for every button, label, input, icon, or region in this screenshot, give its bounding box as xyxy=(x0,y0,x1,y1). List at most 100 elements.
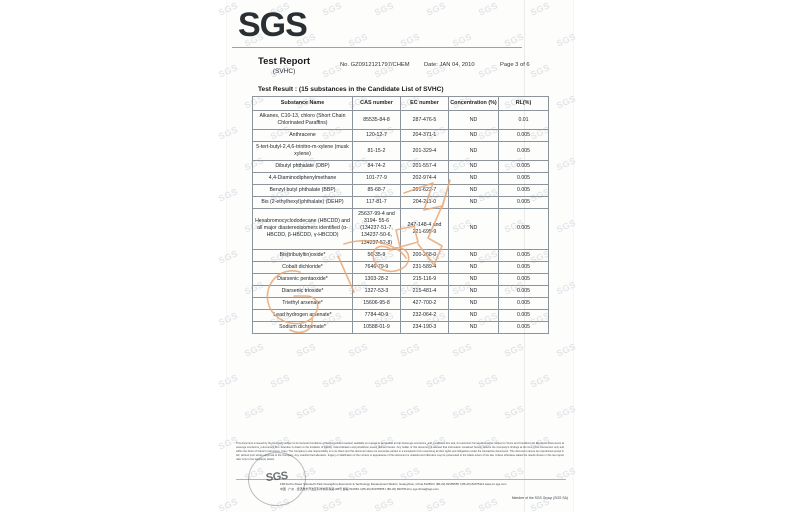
svhc-results-table: Substance Name CAS number EC number Conc… xyxy=(252,95,549,334)
cell-concentration: ND xyxy=(448,296,499,310)
table-row: Anthracene 120-12-7 204-371-1 ND 0.005 xyxy=(252,129,549,143)
watermark-text: SGS xyxy=(424,372,448,390)
column-header-rl: RL(%) xyxy=(498,95,549,112)
column-header-cas-number: CAS number xyxy=(352,95,401,112)
table-row: Sodium dichromate* 10588-01-9 234-190-3 ND 0… xyxy=(252,320,549,334)
watermark-text: SGS xyxy=(450,341,474,359)
report-title-block: Test Report (SVHC) xyxy=(258,56,310,75)
watermark-text: SGS xyxy=(372,372,396,390)
watermark-text: SGS xyxy=(502,403,526,421)
cell-concentration: ND xyxy=(448,160,499,174)
cell-cas-number: 15606-95-8 xyxy=(352,296,401,310)
cell-ec-number: 201-557-4 xyxy=(400,160,449,174)
report-subtitle: (SVHC) xyxy=(272,68,296,75)
cell-substance-name: Anthracene xyxy=(252,129,353,143)
cell-cas-number: 1303-28-2 xyxy=(352,272,401,286)
cell-ec-number: 232-064-2 xyxy=(400,308,449,322)
cell-cas-number: 101-77-9 xyxy=(352,172,401,186)
cell-concentration: ND xyxy=(448,260,499,274)
table-row: Lead hydrogen arsenate* 7784-40-9 232-064-… xyxy=(252,308,549,322)
cell-ec-number: 427-700-2 xyxy=(400,296,449,310)
cell-cas-number: 117-81-7 xyxy=(352,196,401,210)
watermark-text: SGS xyxy=(346,341,370,359)
cell-rl-value: 0.005 xyxy=(498,272,549,286)
cell-concentration: ND xyxy=(448,284,499,298)
table-header-row: Substance Name CAS number EC number Conc… xyxy=(252,95,549,112)
page-number: Page 3 of 6 xyxy=(500,62,530,68)
cell-concentration: ND xyxy=(448,110,499,131)
table-row: Dibutyl phthalate (DBP) 84-74-2 201-557-4 N… xyxy=(252,160,549,174)
cell-rl-value: 0.005 xyxy=(498,296,549,310)
cell-substance-name: Hexabromocyclododecane (HBCDD) and all m… xyxy=(252,208,353,250)
watermark-text: SGS xyxy=(502,341,526,359)
cell-rl-value: 0.005 xyxy=(498,184,549,198)
watermark-text: SGS xyxy=(216,186,240,204)
cell-rl-value: 0.005 xyxy=(498,284,549,298)
cell-substance-name: Sodium dichromate* xyxy=(252,320,353,334)
column-header-ec-number: EC number xyxy=(400,95,449,112)
cell-substance-name: Bis (2-ethylhexyl)phthalate) (DEHP) xyxy=(252,196,353,210)
cell-rl-value: 0.005 xyxy=(498,248,549,262)
watermark-text: SGS xyxy=(528,62,552,80)
watermark-text: SGS xyxy=(554,217,578,235)
cell-ec-number: 204-211-0 xyxy=(400,196,449,210)
cell-substance-name: 5-tert-butyl-2,4,6-trinitro-m-xylene (mu… xyxy=(252,141,353,162)
cell-cas-number: 120-12-7 xyxy=(352,129,401,143)
watermark-text: SGS xyxy=(528,372,552,390)
cell-concentration: ND xyxy=(448,129,499,143)
watermark-text: SGS xyxy=(398,341,422,359)
watermark-text: SGS xyxy=(320,0,344,18)
address-chinese: 中国 · 广州 · 经济技术开发区科学城科珠路198号 邮编 510663 t … xyxy=(280,486,439,491)
watermark-text: SGS xyxy=(554,403,578,421)
cell-cas-number: 81-15-2 xyxy=(352,141,401,162)
cell-cas-number: 1327-53-3 xyxy=(352,284,401,298)
cell-rl-value: 0.005 xyxy=(498,196,549,210)
address-english: 198 Kezhu Road, Scientech Park Guangzhou… xyxy=(280,482,507,486)
cell-rl-value: 0.005 xyxy=(498,172,549,186)
cell-substance-name: 4,4-Diaminodiphenylmethane xyxy=(252,172,353,186)
cell-ec-number: 202-974-4 xyxy=(400,172,449,186)
cell-ec-number: 201-622-7 xyxy=(400,184,449,198)
sgs-logo: SGS xyxy=(238,6,308,44)
cell-rl-value: 0.005 xyxy=(498,208,549,250)
cell-cas-number: 56-35-9 xyxy=(352,248,401,262)
watermark-text: SGS xyxy=(216,0,240,18)
cell-substance-name: Cobalt dichloride* xyxy=(252,260,353,274)
watermark-text: SGS xyxy=(320,496,344,514)
cell-concentration: ND xyxy=(448,248,499,262)
watermark-text: SGS xyxy=(320,372,344,390)
table-row: Diarsenic trioxide* 1327-53-3 215-481-4 ND 0… xyxy=(252,284,549,298)
header-divider xyxy=(232,47,522,48)
watermark-text: SGS xyxy=(398,403,422,421)
cell-substance-name: Bis(tributyltin)oxide* xyxy=(252,248,353,262)
table-row: 5-tert-butyl-2,4,6-trinitro-m-xylene (mu… xyxy=(252,141,549,162)
table-row: Diarsenic pentaoxide* 1303-28-2 215-116-9 N… xyxy=(252,272,549,286)
cell-cas-number: 84-74-2 xyxy=(352,160,401,174)
watermark-text: SGS xyxy=(554,31,578,49)
cell-concentration: ND xyxy=(448,272,499,286)
footer-divider xyxy=(236,479,566,480)
cell-cas-number: 85-68-7 xyxy=(352,184,401,198)
cell-cas-number: 85535-84-8 xyxy=(352,110,401,131)
cell-rl-value: 0.005 xyxy=(498,260,549,274)
watermark-text: SGS xyxy=(294,341,318,359)
cell-concentration: ND xyxy=(448,308,499,322)
table-row: 4,4-Diaminodiphenylmethane 101-77-9 202-97… xyxy=(252,172,549,186)
watermark-text: SGS xyxy=(476,0,500,18)
watermark-text: SGS xyxy=(216,248,240,266)
table-row: Alkanes, C10-13, chloro (Short Chain Chl… xyxy=(252,110,549,131)
table-body: Alkanes, C10-13, chloro (Short Chain Chl… xyxy=(252,110,549,334)
table-row: Bis(tributyltin)oxide* 56-35-9 200-268-0 ND… xyxy=(252,248,549,262)
watermark-text: SGS xyxy=(346,403,370,421)
watermark-text: SGS xyxy=(450,465,474,483)
watermark-text: SGS xyxy=(476,496,500,514)
cell-rl-value: 0.005 xyxy=(498,141,549,162)
watermark-text: SGS xyxy=(528,0,552,18)
cell-ec-number: 204-371-1 xyxy=(400,129,449,143)
watermark-text: SGS xyxy=(372,0,396,18)
column-header-substance-name: Substance Name xyxy=(252,95,353,112)
watermark-text: SGS xyxy=(554,279,578,297)
cell-concentration: ND xyxy=(448,184,499,198)
column-header-concentration: Concentration (%) xyxy=(448,95,499,112)
cell-concentration: ND xyxy=(448,320,499,334)
